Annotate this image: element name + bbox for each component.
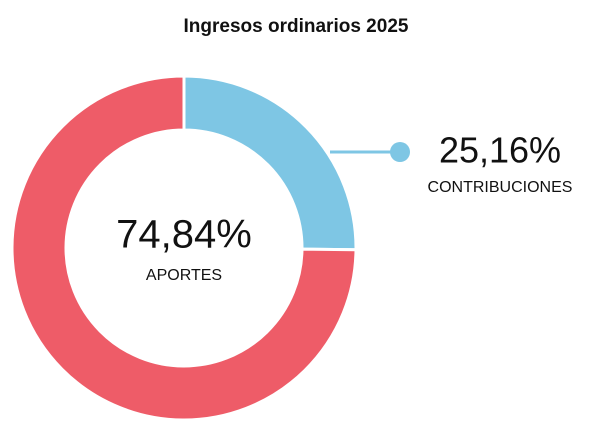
chart-title: Ingresos ordinarios 2025 — [184, 16, 409, 37]
value-label: 25,16% — [439, 130, 561, 171]
category-label: APORTES — [146, 267, 222, 284]
value-label: 74,84% — [116, 213, 252, 257]
category-label: CONTRIBUCIONES — [428, 179, 573, 196]
callout-dot — [390, 142, 410, 162]
donut-segment — [10, 74, 358, 422]
